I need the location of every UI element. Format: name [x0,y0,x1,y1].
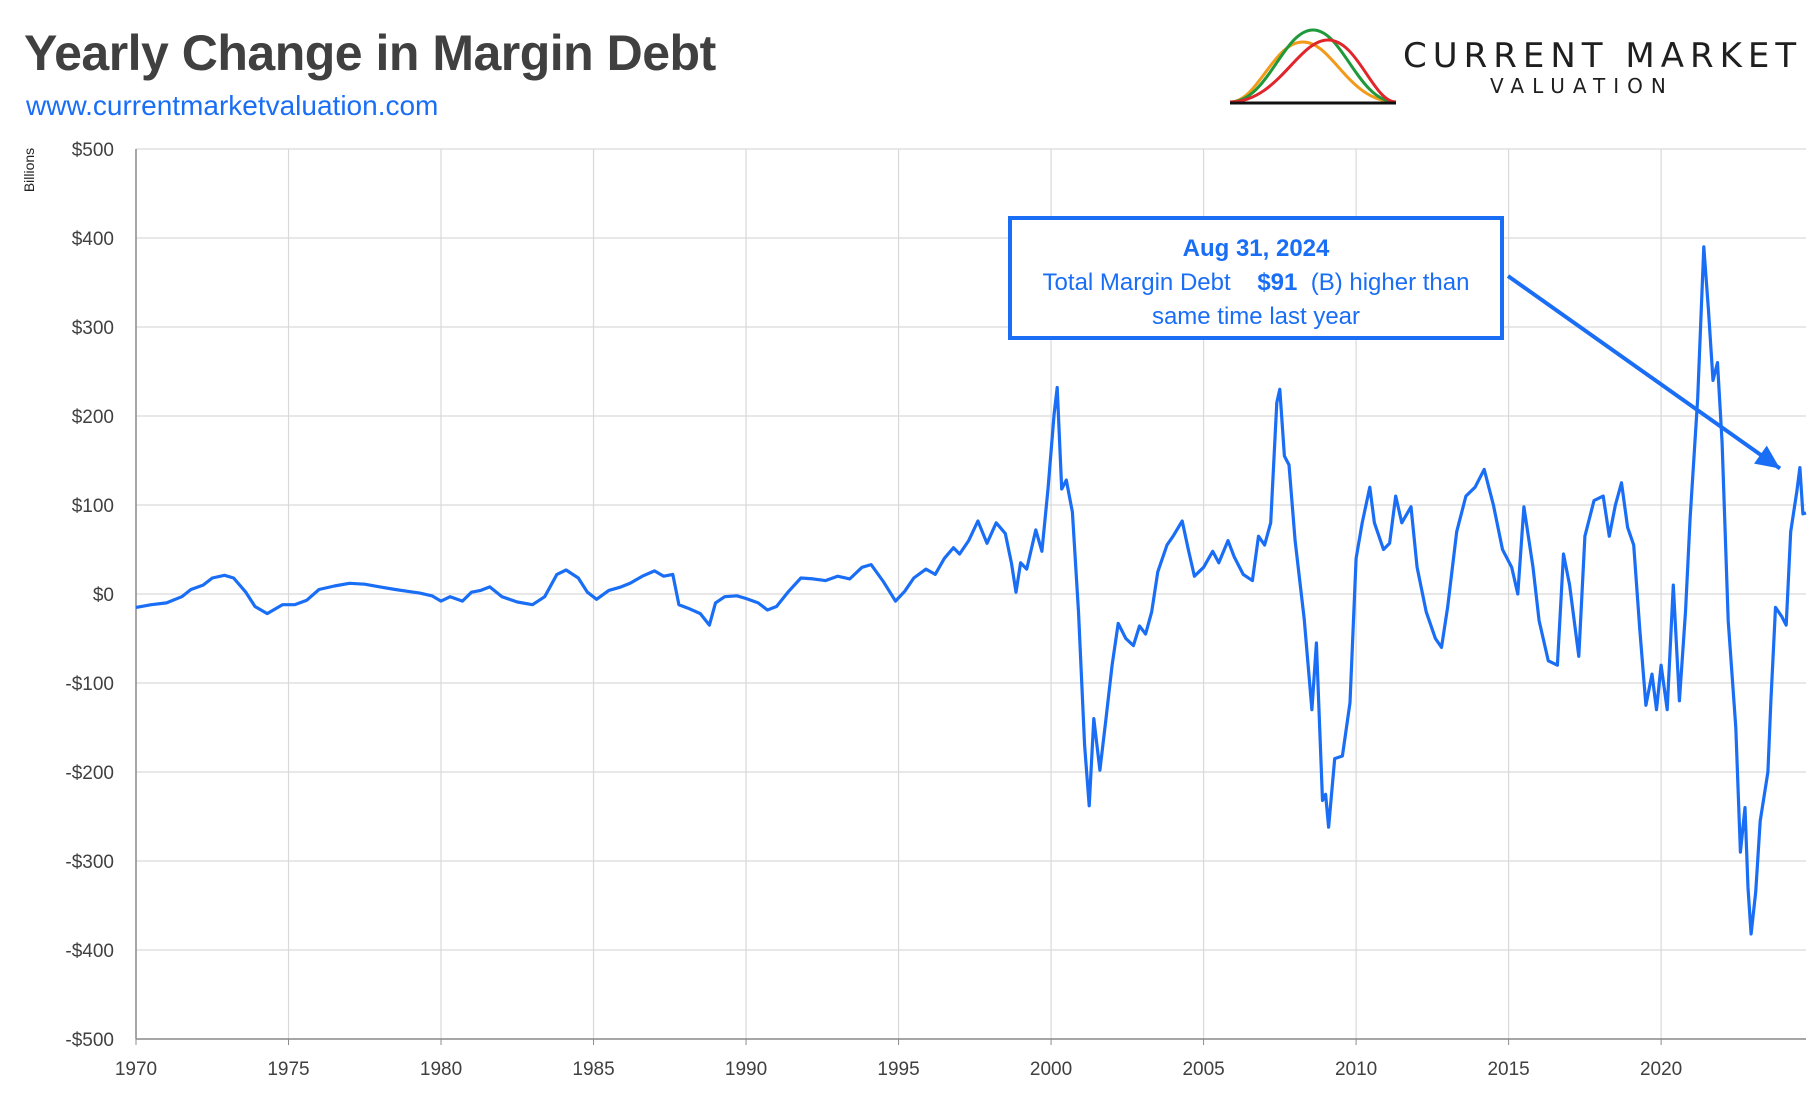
y-tick-label: -$400 [65,941,114,962]
annotation-date: Aug 31, 2024 [1182,235,1330,262]
y-tick-label: -$500 [65,1030,114,1051]
series-group [135,245,1807,936]
y-tick-label: $0 [93,585,114,606]
x-tick-label: 2020 [1640,1059,1682,1080]
y-axis-label: Billions [21,148,37,192]
website-url[interactable]: www.currentmarketvaluation.com [26,90,439,121]
x-axis-ticks: 1970 1975 1980 1985 1990 1995 2000 2005 2010 2015… [115,1059,1682,1080]
logo-text-secondary: VALUATION [1490,74,1674,98]
x-tick-label: 1995 [877,1059,919,1080]
y-tick-label: $200 [72,407,114,428]
annotation-value: $91 [1257,269,1298,296]
annotation-arrow [1506,274,1782,471]
annotation-label: Total Margin Debt [1042,269,1231,296]
x-tick-label: 2010 [1335,1059,1377,1080]
arrow-shaft [1506,274,1782,471]
chart-grid [135,148,1806,1040]
y-tick-label: -$300 [65,852,114,873]
y-tick-label: $300 [72,318,114,339]
y-axis-ticks: $500 $400 $300 $200 $100 $0 -$100 -$200 -$300 -$4… [65,140,114,1051]
annotation-callout: Aug 31, 2024 Total Margin Debt $91 (B) h… [1008,216,1504,340]
chart-title: Yearly Change in Margin Debt [24,25,716,81]
brand-logo: CURRENT MARKET VALUATION [1228,22,1798,112]
logo-text-primary: CURRENT MARKET [1403,36,1803,76]
y-tick-label: -$200 [65,763,114,784]
y-tick-label: -$100 [65,674,114,695]
y-tick-label: $400 [72,229,114,250]
x-tick-label: 2005 [1182,1059,1224,1080]
y-tick-label: $500 [72,140,114,161]
x-tick-label: 1985 [572,1059,614,1080]
bell-curves-logo-icon [1229,28,1397,105]
x-tick-label: 1980 [420,1059,462,1080]
series-line [135,245,1807,936]
annotation-body: Total Margin Debt $91 (B) higher than [1012,266,1500,300]
annotation-suffix: (B) higher than [1304,269,1470,296]
x-tick-label: 1990 [725,1059,767,1080]
arrow-head-icon [1754,445,1780,469]
chart-axes [135,149,1806,1045]
y-tick-label: $100 [72,496,114,517]
x-tick-label: 1970 [115,1059,157,1080]
x-tick-label: 2000 [1030,1059,1072,1080]
x-tick-label: 1975 [267,1059,309,1080]
annotation-line3: same time last year [1151,303,1361,330]
x-tick-label: 2015 [1487,1059,1529,1080]
